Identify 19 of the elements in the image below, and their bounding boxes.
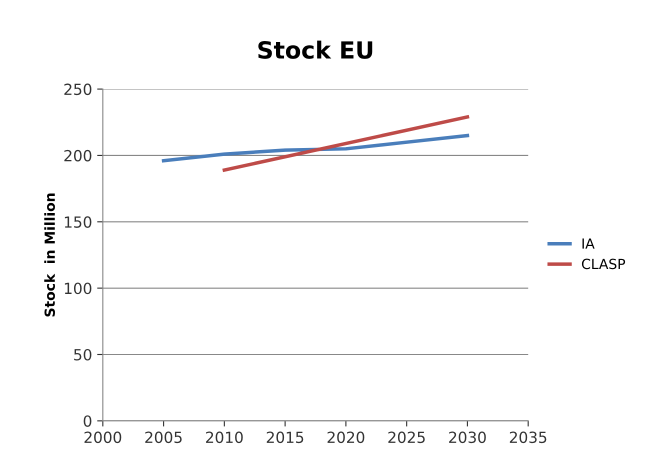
- y-axis-title: Stock in Million: [44, 194, 55, 317]
- line-series: [162, 134, 470, 162]
- y-tick-label: 0: [84, 415, 92, 427]
- x-tick-label: 2010: [206, 432, 243, 444]
- y-tick-label: 100: [64, 282, 92, 294]
- y-tick-label: 50: [74, 348, 92, 361]
- x-tick-label: 2000: [84, 432, 122, 444]
- y-tick-label: 250: [64, 84, 92, 96]
- x-tick-label: 2005: [145, 432, 182, 444]
- x-tick-label: 2035: [510, 432, 546, 444]
- legend-label: CLASP: [582, 258, 626, 270]
- x-tick-label: 2025: [388, 432, 425, 444]
- x-tick-label: 2020: [328, 432, 364, 444]
- y-tick-label: 150: [64, 216, 92, 228]
- legend-label: IA: [582, 238, 595, 249]
- y-tick-label: 200: [64, 150, 92, 162]
- x-tick-label: 2030: [449, 432, 486, 444]
- chart-title: Stock EU: [258, 40, 372, 59]
- x-tick-label: 2015: [266, 432, 304, 444]
